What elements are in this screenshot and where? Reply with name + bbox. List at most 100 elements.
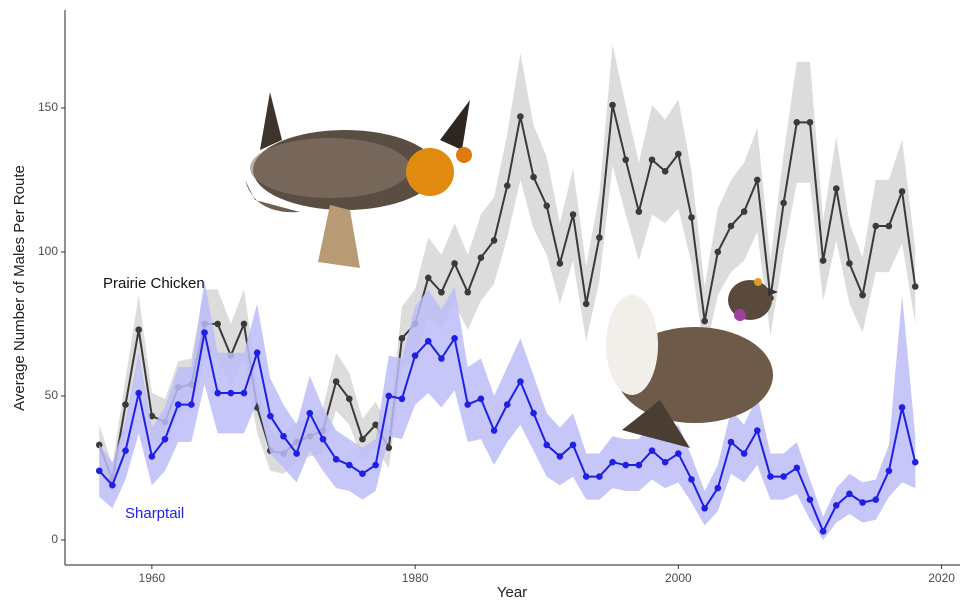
data-point <box>832 185 840 192</box>
data-point <box>754 427 761 434</box>
data-point <box>385 392 393 400</box>
data-point <box>806 119 814 126</box>
data-point <box>622 461 629 469</box>
x-tick-label: 1960 <box>139 571 166 585</box>
data-point <box>135 326 143 333</box>
data-point <box>490 427 498 434</box>
data-point <box>675 450 682 457</box>
data-point <box>398 395 406 403</box>
data-point <box>253 349 261 357</box>
data-point <box>267 412 274 420</box>
data-point <box>359 470 366 478</box>
data-point <box>161 435 169 443</box>
data-point <box>701 317 708 325</box>
data-point <box>451 335 458 342</box>
y-tick-label: 0 <box>51 532 58 546</box>
data-point <box>517 113 524 120</box>
data-point <box>819 528 827 535</box>
data-point <box>701 504 708 512</box>
data-point <box>345 395 353 403</box>
data-point <box>438 355 445 362</box>
data-point <box>609 101 616 109</box>
data-point <box>148 453 156 460</box>
data-point <box>911 283 919 290</box>
data-point <box>530 173 537 181</box>
data-point <box>714 248 722 256</box>
series-label: Sharptail <box>125 505 184 522</box>
data-point <box>793 119 801 126</box>
data-point <box>754 176 761 184</box>
data-point <box>688 476 695 483</box>
data-point <box>648 447 656 454</box>
data-point <box>372 461 379 469</box>
data-point <box>872 496 880 503</box>
x-tick-label: 1980 <box>402 571 429 585</box>
sharptail-illustration <box>606 278 778 448</box>
data-point <box>359 435 366 443</box>
data-point <box>503 401 511 408</box>
data-point <box>543 202 551 210</box>
data-point <box>122 447 129 454</box>
y-tick-label: 100 <box>38 244 58 258</box>
data-point <box>477 254 485 261</box>
data-point <box>911 458 919 466</box>
data-point <box>214 320 221 328</box>
data-point <box>714 484 722 492</box>
data-point <box>582 300 590 308</box>
confidence-band <box>99 44 916 494</box>
data-point <box>661 458 669 466</box>
data-point <box>582 473 590 480</box>
data-point <box>832 502 840 509</box>
data-point <box>464 288 472 296</box>
confidence-band <box>99 280 916 540</box>
data-point <box>332 378 340 385</box>
data-point <box>885 222 893 230</box>
data-point <box>280 432 287 440</box>
series-label: Prairie Chicken <box>103 275 205 292</box>
data-point <box>95 441 103 449</box>
data-point <box>609 458 616 466</box>
y-axis-label: Average Number of Males Per Route <box>11 165 28 411</box>
data-point <box>846 260 853 267</box>
data-point <box>898 188 906 195</box>
data-point <box>490 237 498 244</box>
data-point <box>859 499 866 506</box>
data-point <box>411 352 419 359</box>
data-point <box>635 461 643 469</box>
data-point <box>780 473 787 480</box>
data-point <box>95 467 103 475</box>
data-point <box>846 490 853 498</box>
data-point <box>727 222 735 230</box>
x-axis-label: Year <box>497 584 527 601</box>
data-point <box>543 441 551 449</box>
data-point <box>596 234 603 241</box>
data-point <box>293 450 300 457</box>
data-point <box>556 453 564 460</box>
plot-area: 0 50 100 150 1960 1980 2000 2020 <box>38 10 960 585</box>
data-point <box>451 260 458 267</box>
data-point <box>806 496 814 503</box>
data-point <box>424 337 432 345</box>
data-point <box>675 150 682 158</box>
data-point <box>477 395 485 403</box>
data-point <box>345 461 353 469</box>
data-point <box>688 214 695 221</box>
data-point <box>240 389 248 397</box>
data-point <box>596 473 603 480</box>
data-point <box>780 199 787 207</box>
data-point <box>424 274 432 282</box>
data-point <box>885 467 893 475</box>
data-point <box>569 211 577 218</box>
data-point <box>464 401 472 408</box>
data-point <box>767 473 774 480</box>
x-tick-label: 2000 <box>665 571 692 585</box>
data-point <box>635 208 643 215</box>
data-point <box>372 421 379 429</box>
data-point <box>648 156 656 164</box>
data-point <box>398 335 406 342</box>
data-point <box>898 404 906 411</box>
data-point <box>622 156 629 164</box>
data-point <box>240 320 248 328</box>
data-point <box>569 441 577 449</box>
